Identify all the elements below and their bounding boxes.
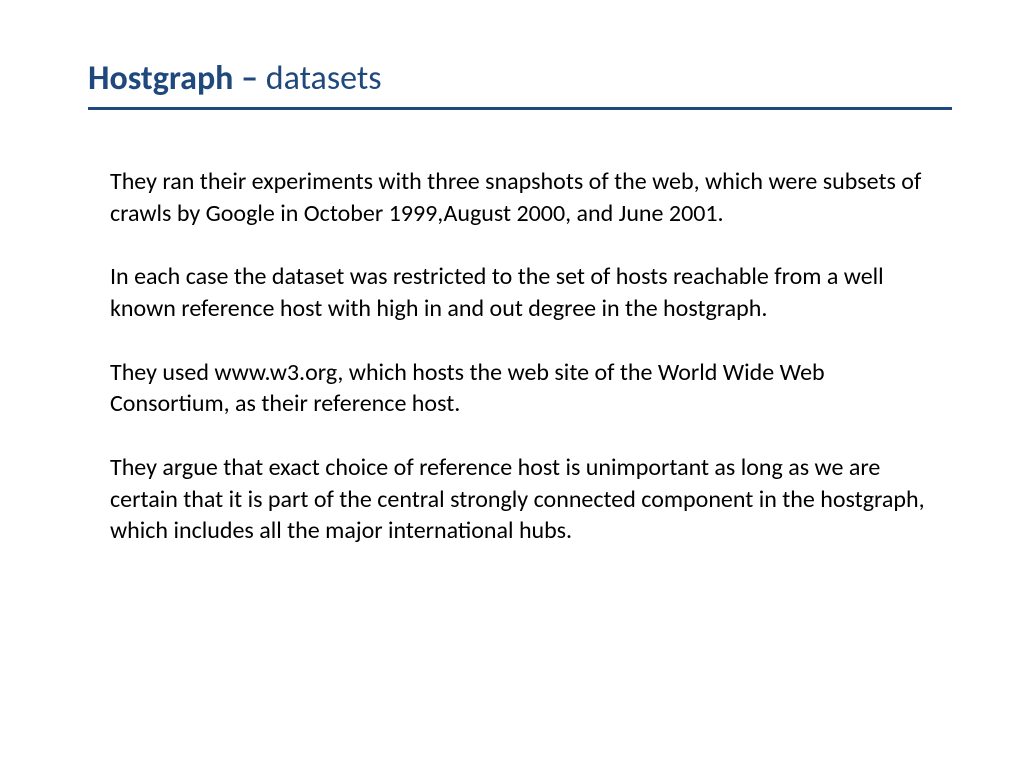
paragraph: In each case the dataset was restricted …: [110, 261, 942, 324]
slide: Hostgraph – datasets They ran their expe…: [0, 0, 1024, 768]
slide-title: Hostgraph – datasets: [88, 58, 952, 99]
paragraph: They ran their experiments with three sn…: [110, 166, 942, 229]
title-underline: [88, 107, 952, 110]
paragraph: They used www.w3.org, which hosts the we…: [110, 357, 942, 420]
title-light-part: datasets: [266, 58, 382, 99]
paragraph: They argue that exact choice of referenc…: [110, 452, 942, 547]
body-text: They ran their experiments with three sn…: [88, 166, 952, 547]
title-bold-part: Hostgraph –: [88, 58, 266, 99]
